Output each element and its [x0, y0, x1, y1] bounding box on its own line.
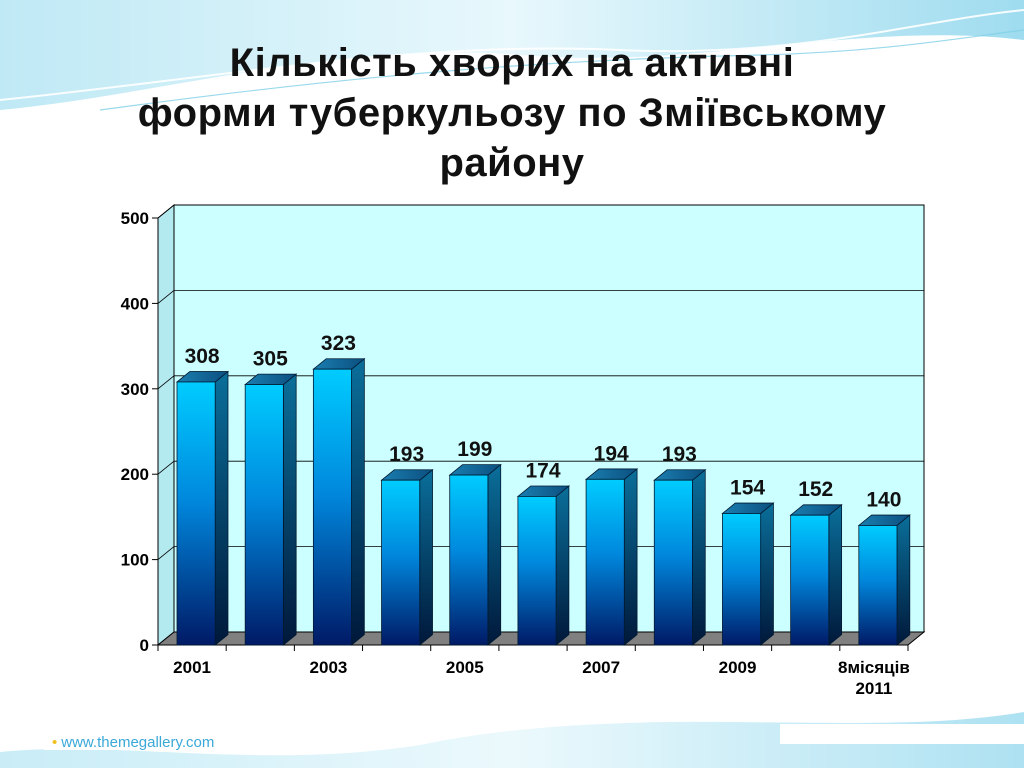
bar-front [585, 478, 625, 646]
bar-8 [721, 502, 775, 646]
bar-front [790, 514, 830, 646]
top-wave-line-2 [99, 29, 1024, 111]
bar-side [351, 357, 365, 646]
data-label: 152 [798, 478, 833, 501]
data-label: 140 [866, 488, 901, 511]
y-tick-label: 500 [121, 209, 149, 228]
bar-side [214, 370, 229, 646]
x-tick-label-line: 8місяців [838, 658, 910, 677]
bar-side [555, 485, 570, 646]
bar-1 [244, 373, 298, 646]
bar-front [722, 513, 762, 646]
bar-6 [584, 468, 639, 646]
bar-9 [789, 503, 843, 646]
x-tick-label: 2007 [582, 658, 620, 677]
data-label: 308 [185, 345, 220, 368]
top-wave-band [0, 0, 1024, 110]
y-tick-label: 200 [121, 465, 149, 484]
x-tick-label: 2009 [719, 658, 757, 677]
x-tick-label-line: 2011 [855, 679, 892, 698]
data-label: 323 [321, 332, 356, 355]
bar-front [858, 525, 898, 646]
y-tick-label: 300 [121, 380, 149, 399]
x-tick-label: 8місяців 2011 [838, 658, 910, 698]
bar-2 [312, 357, 366, 646]
gridline-side-300 [157, 375, 175, 390]
bar-side [896, 514, 911, 646]
bar-side [760, 502, 774, 646]
bar-side [692, 468, 706, 646]
bar-side [282, 373, 297, 646]
footer-website: www.themegallery.com [52, 734, 214, 751]
bar-front [312, 368, 352, 646]
bar-7 [653, 468, 707, 646]
bar-front [653, 479, 693, 646]
bar-10 [857, 514, 911, 646]
data-label: 194 [594, 442, 629, 465]
bar-3 [380, 468, 434, 646]
data-label: 193 [662, 443, 697, 466]
bar-front [176, 381, 216, 646]
gridline-side-100 [157, 546, 175, 560]
plot-side-wall [157, 203, 175, 647]
title-line-2: форми туберкульозу по Зміївському [137, 91, 887, 135]
data-label: 193 [389, 443, 424, 466]
bar-front [381, 479, 421, 646]
bar-front [244, 384, 284, 646]
title-line-1: Кількість хворих на активні [229, 41, 795, 85]
bar-side [828, 503, 843, 646]
bar-side [487, 463, 502, 646]
x-tick-label: 2005 [446, 658, 484, 677]
gridline-side-500 [157, 204, 175, 219]
top-wave-line [0, 9, 1024, 101]
bar-5 [516, 485, 571, 646]
y-tick-label: 100 [121, 551, 149, 570]
gridline-side-400 [157, 290, 175, 304]
data-label: 174 [525, 459, 560, 482]
bar-side [419, 468, 433, 646]
data-label: 305 [253, 348, 288, 371]
bar-4 [448, 463, 502, 646]
bar-front [449, 474, 489, 646]
title-line-3: району [439, 141, 585, 185]
slide-title: Кількість хворих на активні форми туберк… [40, 38, 984, 188]
x-tick-label: 2003 [310, 658, 348, 677]
data-label: 154 [730, 476, 765, 499]
gridline-side-200 [157, 460, 175, 475]
bottom-wave-band [0, 712, 1024, 768]
x-tick-label: 2001 [173, 658, 211, 677]
bar-side [623, 468, 638, 646]
y-tick-label: 0 [140, 636, 149, 655]
footer-white-box-right [780, 724, 1024, 744]
data-label: 199 [457, 438, 492, 461]
bar-front [517, 496, 557, 646]
bar-0 [175, 370, 230, 646]
y-tick-label: 400 [121, 294, 149, 313]
